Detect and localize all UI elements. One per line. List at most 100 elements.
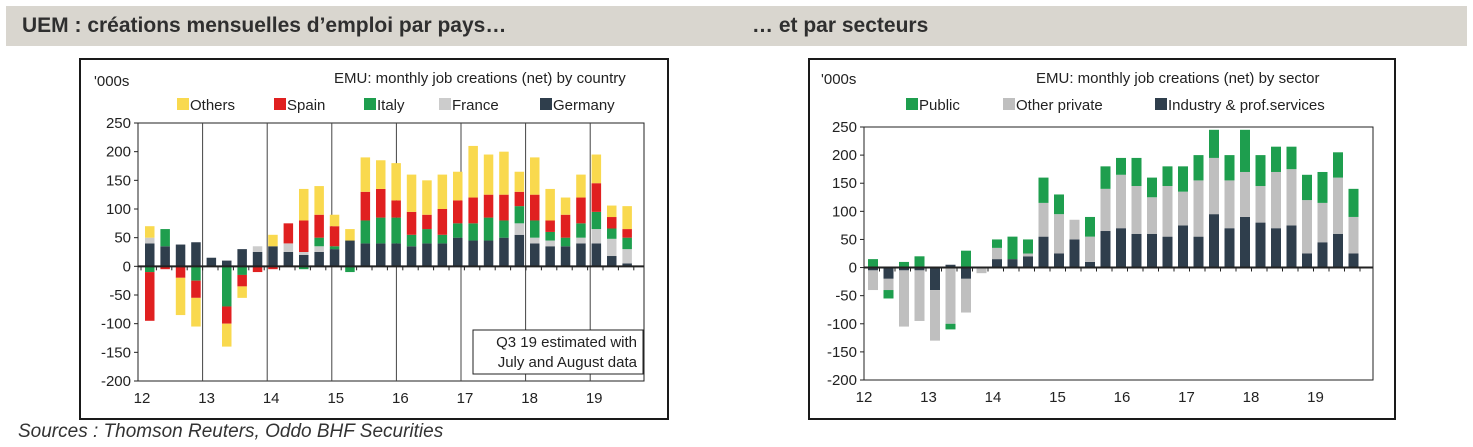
bar-public (1317, 171, 1328, 203)
bar-industry-prof-services (1286, 225, 1297, 268)
bar-germany (514, 234, 525, 267)
bar-industry-prof-services (1131, 233, 1142, 268)
bar-italy (514, 206, 525, 224)
bar-france (283, 243, 294, 252)
bar-public (1147, 177, 1157, 198)
bar-germany (360, 243, 371, 267)
bar-others (437, 174, 448, 209)
y-tick-label: 150 (832, 175, 857, 192)
bar-italy (329, 246, 340, 250)
sector-chart-svg: -200 -150 -100 -50 0 50 100 150 200 250 12 13 14 15 16… (821, 70, 1374, 406)
bar-industry-prof-services (1116, 228, 1126, 268)
bar-public (1023, 239, 1033, 254)
bar-spain (237, 274, 247, 287)
bar-italy (360, 220, 371, 244)
bar-others (453, 171, 463, 201)
bar-others (406, 174, 417, 212)
left-header-title: UEM : créations mensuelles d’emploi par … (22, 14, 507, 37)
bar-italy (145, 266, 155, 273)
bar-other-private (1131, 186, 1142, 234)
y-tick-label: 100 (106, 201, 131, 218)
bar-public (1271, 146, 1281, 172)
bar-spain (376, 188, 386, 218)
bar-public (883, 290, 894, 299)
bar-others (222, 323, 232, 347)
bar-germany (314, 252, 324, 267)
unit-label: '000s (94, 73, 129, 90)
bar-other-private (883, 278, 894, 291)
legend-swatch (906, 98, 918, 110)
bar-industry-prof-services (945, 264, 956, 268)
bar-germany (329, 249, 340, 267)
bar-germany (622, 263, 632, 267)
legend-swatch (177, 98, 189, 110)
bar-spain (360, 191, 371, 221)
bar-industry-prof-services (1240, 216, 1250, 268)
bar-other-private (1054, 214, 1064, 254)
x-tick-label: 16 (1114, 389, 1131, 406)
x-tick-label: 19 (586, 390, 603, 407)
bar-italy (191, 266, 201, 281)
bar-germany (299, 254, 309, 267)
bar-germany (499, 237, 509, 267)
bar-germany (376, 243, 386, 267)
bar-others (576, 174, 586, 198)
bar-italy (499, 220, 509, 238)
bar-spain (299, 220, 309, 252)
bar-public (1348, 188, 1359, 217)
bar-germany (545, 246, 555, 267)
bar-other-private (992, 247, 1002, 260)
bar-germany (422, 243, 432, 267)
bar-spain (576, 197, 586, 224)
bar-public (945, 323, 956, 330)
bar-france (576, 237, 586, 244)
bar-italy (560, 237, 571, 247)
bar-others (191, 297, 201, 327)
bar-spain (191, 280, 201, 298)
bar-germany (560, 246, 571, 267)
bar-others (314, 186, 324, 215)
bar-industry-prof-services (1085, 261, 1095, 268)
sources-footer: Sources : Thomson Reuters, Oddo BHF Secu… (18, 421, 444, 442)
legend-swatch (1003, 98, 1015, 110)
x-tick-label: 14 (263, 390, 280, 407)
y-tick-label: 0 (123, 258, 131, 275)
bar-industry-prof-services (914, 267, 925, 271)
bar-france (252, 246, 263, 252)
bar-spain (314, 214, 324, 238)
bar-others (360, 157, 371, 192)
bar-germany (175, 244, 186, 267)
bar-germany (268, 246, 278, 267)
bar-others (329, 214, 340, 227)
bar-public (1286, 146, 1297, 170)
bar-others (145, 226, 155, 238)
bar-others (545, 188, 555, 221)
bar-other-private (1240, 171, 1250, 217)
bar-italy (468, 223, 478, 241)
bar-other-private (1333, 177, 1343, 234)
bar-germany (345, 240, 355, 267)
bar-other-private (1178, 191, 1188, 226)
y-tick-label: -100 (827, 316, 857, 333)
bar-public (961, 250, 971, 268)
bar-italy (406, 234, 417, 247)
y-tick-label: -150 (101, 344, 131, 361)
bar-italy (545, 231, 555, 241)
bar-industry-prof-services (1178, 225, 1188, 268)
bar-france (591, 229, 602, 244)
bar-germany (468, 240, 478, 267)
bar-public (868, 259, 878, 268)
bar-france (514, 223, 525, 235)
legend-label: Spain (287, 97, 325, 114)
bar-industry-prof-services (1054, 253, 1064, 268)
bar-germany (222, 260, 232, 267)
bar-other-private (1193, 180, 1204, 237)
bar-spain (329, 226, 340, 247)
x-tick-label: 17 (1178, 389, 1195, 406)
bar-france (145, 237, 155, 244)
bar-industry-prof-services (1255, 222, 1266, 268)
y-tick-label: -150 (827, 344, 857, 361)
bar-italy (530, 220, 540, 238)
bar-other-private (899, 270, 909, 327)
bar-industry-prof-services (1069, 239, 1080, 268)
